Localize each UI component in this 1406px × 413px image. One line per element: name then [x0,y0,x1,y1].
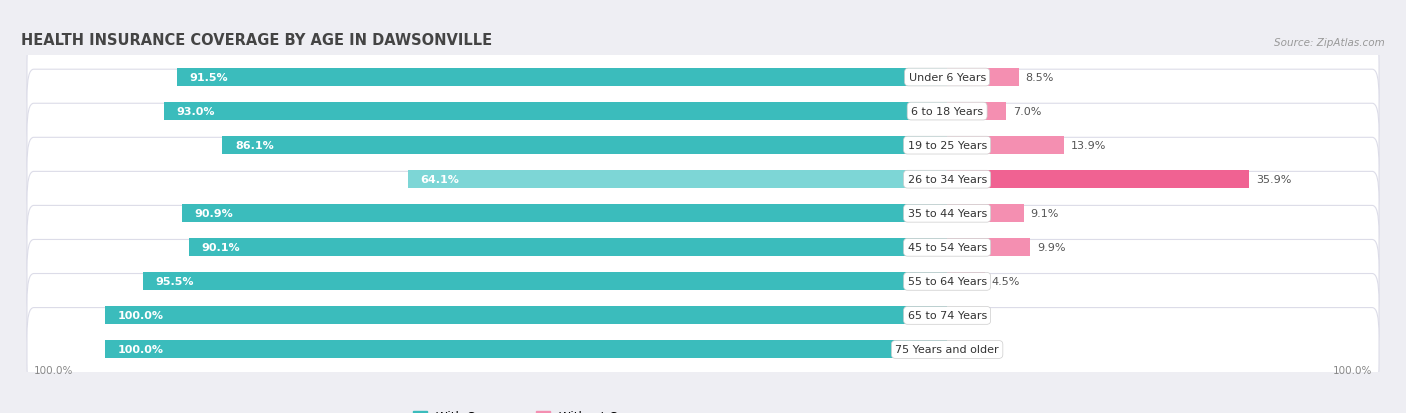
Text: 4.5%: 4.5% [991,277,1021,287]
Text: 75 Years and older: 75 Years and older [896,344,998,355]
Text: 0.0%: 0.0% [956,344,984,355]
FancyBboxPatch shape [27,70,1379,154]
Text: 19 to 25 Years: 19 to 25 Years [907,141,987,151]
Text: 13.9%: 13.9% [1071,141,1107,151]
Text: 90.1%: 90.1% [201,243,240,253]
Bar [408,171,948,189]
Text: 100.0%: 100.0% [118,311,165,320]
Text: 55 to 64 Years: 55 to 64 Years [908,277,987,287]
FancyBboxPatch shape [27,104,1379,188]
Text: 93.0%: 93.0% [177,107,215,117]
Bar [222,137,948,155]
Text: 7.0%: 7.0% [1012,107,1042,117]
Text: 8.5%: 8.5% [1025,73,1054,83]
FancyBboxPatch shape [27,308,1379,392]
Text: 0.0%: 0.0% [956,311,984,320]
Bar [948,137,1064,155]
Bar [948,103,1007,121]
Text: 86.1%: 86.1% [235,141,274,151]
Text: 65 to 74 Years: 65 to 74 Years [907,311,987,320]
Text: 91.5%: 91.5% [190,73,228,83]
Bar [181,205,948,223]
Bar [948,69,1019,87]
Text: 9.1%: 9.1% [1031,209,1059,219]
FancyBboxPatch shape [27,206,1379,290]
Bar [143,273,948,291]
Text: 100.0%: 100.0% [1333,365,1372,375]
Text: 35 to 44 Years: 35 to 44 Years [907,209,987,219]
Bar [948,273,986,291]
Text: 95.5%: 95.5% [156,277,194,287]
Legend: With Coverage, Without Coverage: With Coverage, Without Coverage [413,410,666,413]
Text: 26 to 34 Years: 26 to 34 Years [907,175,987,185]
Text: 90.9%: 90.9% [194,209,233,219]
Bar [105,341,948,358]
Text: 100.0%: 100.0% [118,344,165,355]
Text: 35.9%: 35.9% [1256,175,1292,185]
Text: Source: ZipAtlas.com: Source: ZipAtlas.com [1274,38,1385,47]
FancyBboxPatch shape [27,240,1379,323]
FancyBboxPatch shape [27,274,1379,357]
FancyBboxPatch shape [27,172,1379,256]
FancyBboxPatch shape [27,138,1379,221]
Text: Under 6 Years: Under 6 Years [908,73,986,83]
Bar [948,171,1250,189]
Bar [188,239,948,256]
FancyBboxPatch shape [27,36,1379,120]
Text: 45 to 54 Years: 45 to 54 Years [907,243,987,253]
Bar [948,239,1031,256]
Text: 9.9%: 9.9% [1038,243,1066,253]
Bar [948,205,1024,223]
Bar [165,103,948,121]
Text: 6 to 18 Years: 6 to 18 Years [911,107,983,117]
Text: HEALTH INSURANCE COVERAGE BY AGE IN DAWSONVILLE: HEALTH INSURANCE COVERAGE BY AGE IN DAWS… [21,33,492,47]
Text: 100.0%: 100.0% [34,365,73,375]
Bar [105,307,948,325]
Bar [177,69,948,87]
Text: 64.1%: 64.1% [420,175,458,185]
